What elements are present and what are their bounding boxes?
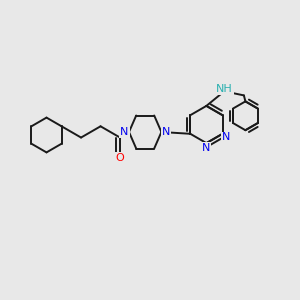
Text: N: N	[120, 127, 129, 137]
Text: N: N	[222, 132, 230, 142]
Text: O: O	[116, 153, 124, 163]
Text: NH: NH	[216, 84, 233, 94]
Text: N: N	[162, 127, 170, 137]
Text: N: N	[202, 142, 211, 153]
